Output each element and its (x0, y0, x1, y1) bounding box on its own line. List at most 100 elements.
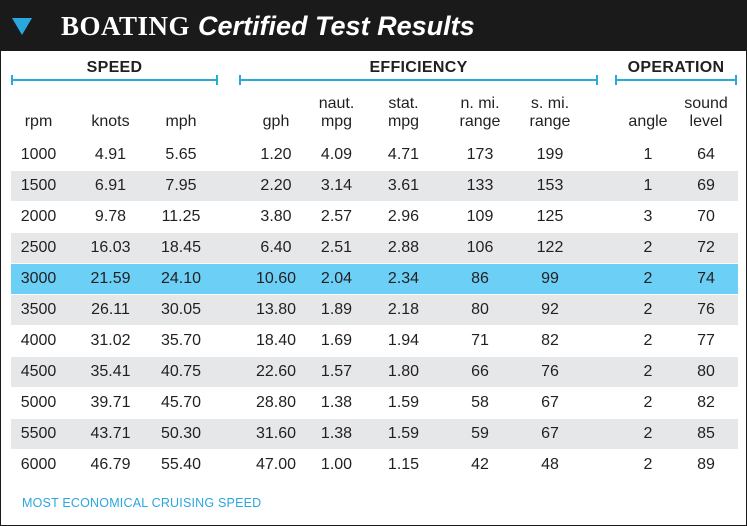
cell-sound: 82 (697, 394, 715, 411)
table-row: 3000 21.59 24.10 10.60 2.04 2.34 86 99 2 74 (11, 263, 738, 294)
column-header-text: s. mi. (530, 95, 570, 112)
cell-naut-mpg: 1.57 (320, 363, 353, 380)
cell-angle: 2 (643, 425, 653, 442)
cell-knots: 9.78 (94, 208, 127, 225)
cell-angle: 2 (643, 301, 653, 318)
cell-nmi-range: 106 (466, 239, 494, 256)
cell-angle: 2 (643, 332, 653, 349)
cell-rpm: 1500 (20, 177, 57, 194)
table-row: 2500 16.03 18.45 6.40 2.51 2.88 106 122 2 72 (11, 232, 738, 263)
cell-naut-mpg: 4.09 (320, 146, 353, 163)
cell-naut-mpg: 1.38 (320, 394, 353, 411)
cell-angle: 2 (643, 270, 653, 287)
cell-smi-range: 92 (541, 301, 559, 318)
column-header-text: stat. (388, 95, 419, 112)
cell-nmi-range: 58 (471, 394, 489, 411)
cell-nmi-range: 133 (466, 177, 494, 194)
cell-rpm: 6000 (20, 456, 57, 473)
cell-smi-range: 99 (541, 270, 559, 287)
cell-mph: 24.10 (160, 270, 202, 287)
table-row: 3500 26.11 30.05 13.80 1.89 2.18 80 92 2 76 (11, 294, 738, 325)
column-header-text: mpg (320, 113, 353, 130)
cell-knots: 16.03 (90, 239, 131, 256)
cell-sound: 72 (697, 239, 715, 256)
column-header-knots: knots (73, 113, 148, 131)
cell-smi-range: 153 (536, 177, 564, 194)
column-header-text: sound (684, 95, 728, 112)
table-row: 5500 43.71 50.30 31.60 1.38 1.59 59 67 2 85 (11, 418, 738, 449)
cell-angle: 1 (643, 146, 653, 163)
table-row: 4000 31.02 35.70 18.40 1.69 1.94 71 82 2 77 (11, 325, 738, 356)
group-operation-label: OPERATION (621, 59, 731, 76)
cell-smi-range: 122 (536, 239, 564, 256)
table-row: 6000 46.79 55.40 47.00 1.00 1.15 42 48 2 89 (11, 449, 738, 480)
cell-stat-mpg: 1.59 (387, 394, 420, 411)
cell-knots: 4.91 (94, 146, 127, 163)
cell-rpm: 2000 (20, 208, 57, 225)
cell-stat-mpg: 2.88 (387, 239, 420, 256)
cell-knots: 39.71 (90, 394, 131, 411)
column-header-text: level (689, 113, 723, 130)
cell-mph: 7.95 (165, 177, 197, 194)
column-header-sound: sound level (674, 95, 738, 131)
page-title: BOATING Certified Test Results (61, 10, 475, 42)
cell-smi-range: 48 (541, 456, 559, 473)
column-header-naut-mpg: naut. mpg (304, 95, 369, 131)
cell-sound: 76 (697, 301, 715, 318)
cell-nmi-range: 71 (471, 332, 489, 349)
cell-gph: 2.20 (260, 177, 292, 194)
cell-naut-mpg: 1.69 (320, 332, 353, 349)
cell-mph: 45.70 (160, 394, 202, 411)
cell-gph: 18.40 (255, 332, 297, 349)
cell-rpm: 3500 (20, 301, 57, 318)
cell-knots: 43.71 (90, 425, 131, 442)
column-header-text: mpg (387, 113, 420, 130)
column-header-text: mph (165, 113, 197, 130)
cell-sound: 70 (697, 208, 715, 225)
cell-mph: 5.65 (165, 146, 197, 163)
footnote: MOST ECONOMICAL CRUISING SPEED (22, 496, 262, 510)
cell-stat-mpg: 2.34 (387, 270, 420, 287)
cell-mph: 40.75 (160, 363, 202, 380)
cell-angle: 3 (643, 208, 653, 225)
cell-knots: 46.79 (90, 456, 131, 473)
cell-knots: 21.59 (90, 270, 131, 287)
cell-mph: 35.70 (160, 332, 202, 349)
cell-stat-mpg: 1.94 (387, 332, 420, 349)
cell-nmi-range: 42 (471, 456, 489, 473)
title-subtitle: Certified Test Results (198, 11, 475, 41)
group-efficiency-label: EFFICIENCY (363, 59, 474, 76)
cell-nmi-range: 86 (471, 270, 489, 287)
cell-knots: 31.02 (90, 332, 131, 349)
cell-knots: 35.41 (90, 363, 131, 380)
cell-stat-mpg: 2.96 (387, 208, 420, 225)
group-efficiency: EFFICIENCY (239, 59, 598, 89)
cell-gph: 47.00 (255, 456, 297, 473)
cell-nmi-range: 173 (466, 146, 494, 163)
cell-rpm: 2500 (20, 239, 57, 256)
cell-smi-range: 82 (541, 332, 559, 349)
cell-mph: 11.25 (161, 208, 201, 225)
cell-naut-mpg: 2.04 (320, 270, 353, 287)
cell-sound: 77 (697, 332, 715, 349)
column-header-angle: angle (618, 113, 678, 131)
cell-angle: 2 (643, 456, 653, 473)
cell-stat-mpg: 1.15 (387, 456, 420, 473)
column-header-text: range (459, 113, 501, 130)
cell-nmi-range: 66 (471, 363, 489, 380)
group-speed: SPEED (11, 59, 218, 89)
cell-stat-mpg: 3.61 (387, 177, 420, 194)
column-header-text: n. mi. (460, 95, 500, 112)
cell-knots: 6.91 (94, 177, 127, 194)
cell-angle: 2 (643, 394, 653, 411)
cell-gph: 1.20 (260, 146, 292, 163)
cell-sound: 69 (697, 177, 715, 194)
cell-nmi-range: 80 (471, 301, 489, 318)
cell-naut-mpg: 3.14 (320, 177, 353, 194)
column-header-text: naut. (318, 95, 355, 112)
cell-gph: 28.80 (255, 394, 297, 411)
cell-smi-range: 125 (536, 208, 564, 225)
cell-angle: 2 (643, 239, 653, 256)
cell-gph: 10.60 (255, 270, 297, 287)
